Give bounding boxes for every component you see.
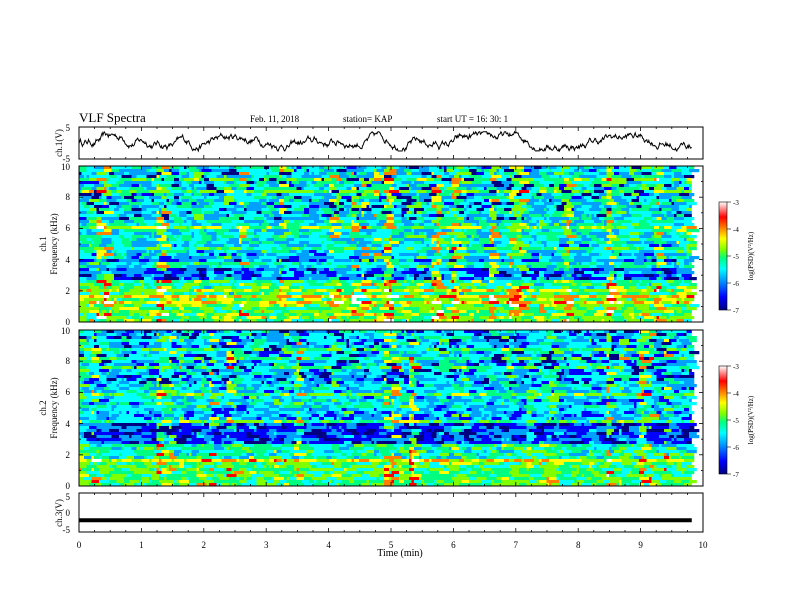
ch3-waveform-ytick-bottom: -5 [63,525,71,535]
ch2-spectrogram-ylabel: ch.2Frequency (kHz) [38,377,59,438]
ch1-spectrogram-ticks [78,165,704,323]
ch2-ytick-10: 10 [61,326,71,336]
time-tick-7: 7 [514,540,519,550]
ch2-ytick-8: 8 [66,356,71,366]
ch2-colorbar-tick-m4: -4 [733,390,739,398]
ch3-waveform-panel: 5 0 -5 ch.3(V) [54,492,704,535]
ch1-waveform-line [79,130,692,153]
time-tick-1: 1 [139,540,144,550]
ch2-freq-tick-labels: 0 2 4 6 8 10 [61,326,71,491]
ch1-colorbar-label: log(PSD)(V²/Hz) [747,231,755,280]
ch3-waveform-ylabel: ch.3(V) [54,499,64,527]
ch2-colorbar-tick-m6: -6 [733,444,739,452]
ch1-colorbar-scale [718,201,728,311]
time-tick-5: 5 [389,540,394,550]
ch1-waveform-ticks [78,127,704,159]
time-tick-10: 10 [699,540,709,550]
ch3-waveform-frame [78,492,704,533]
ch1-ytick-6: 6 [66,223,71,233]
ch1-waveform-ytick-bottom: -5 [63,154,71,164]
ch1-colorbar-tick-m3: -3 [733,199,739,207]
header-start-time: start UT = 16: 30: 1 [437,114,508,124]
ch2-ytick-4: 4 [66,419,71,429]
time-tick-9: 9 [638,540,643,550]
ch1-freq-tick-labels: 0 2 4 6 8 10 [61,162,71,327]
ch1-colorbar: -3 -4 -5 -6 -7 log(PSD)(V²/Hz) [718,199,755,315]
ch2-ytick-2: 2 [66,450,71,460]
time-tick-8: 8 [576,540,581,550]
ch1-spectrogram-image [79,166,700,323]
ch2-colorbar-tick-m7: -7 [733,471,739,479]
ch2-colorbar-scale [718,365,728,475]
ch1-waveform-frame [78,126,704,160]
ch1-ytick-10: 10 [61,162,71,172]
ch1-ytick-4: 4 [66,255,71,265]
time-axis-tick-labels: 0 1 2 3 4 5 6 7 8 9 10 [77,540,708,550]
ch3-waveform-ytick-mid: 0 [66,508,71,518]
header-station: station= KAP [343,114,392,124]
ch1-colorbar-tick-m5: -5 [733,253,739,261]
ch1-spectrogram-ylabel: ch.1Frequency (kHz) [38,213,59,274]
ch1-ytick-8: 8 [66,192,71,202]
ch1-colorbar-tick-m4: -4 [733,226,739,234]
ch1-spectrogram-panel: 0 2 4 6 8 10 ch.1Frequency (kHz) [38,162,704,327]
ch3-waveform-ytick-top: 5 [66,492,71,502]
time-tick-0: 0 [77,540,82,550]
ch1-colorbar-tick-m6: -6 [733,280,739,288]
ch2-colorbar-tick-m3: -3 [733,363,739,371]
ch1-colorbar-tick-m7: -7 [733,307,739,315]
time-tick-2: 2 [202,540,207,550]
ch2-spectrogram-image [79,330,700,487]
time-tick-3: 3 [264,540,269,550]
header-date: Feb. 11, 2018 [250,114,300,124]
ch2-colorbar-tick-m5: -5 [733,417,739,425]
time-tick-6: 6 [451,540,456,550]
ch2-ytick-0: 0 [66,481,71,491]
time-tick-4: 4 [326,540,331,550]
ch1-waveform-ylabel: ch.1(V) [54,129,64,157]
ch2-spectrogram-ticks [78,329,704,487]
ch2-colorbar: -3 -4 -5 -6 -7 log(PSD)(V²/Hz) [718,363,755,479]
figure-title: VLF Spectra [79,110,146,125]
ch2-spectrogram-panel: 0 2 4 6 8 10 ch.2Frequency (kHz) [38,326,704,491]
ch1-waveform-ytick-top: 5 [66,123,71,133]
ch1-waveform-panel: 5 -5 ch.1(V) [54,123,704,164]
time-axis-label: Time (min) [377,548,422,559]
ch2-ytick-6: 6 [66,387,71,397]
ch3-waveform-ticks [78,493,704,532]
ch2-colorbar-label: log(PSD)(V²/Hz) [747,395,755,444]
ch1-ytick-2: 2 [66,286,71,296]
ch1-ytick-0: 0 [66,317,71,327]
